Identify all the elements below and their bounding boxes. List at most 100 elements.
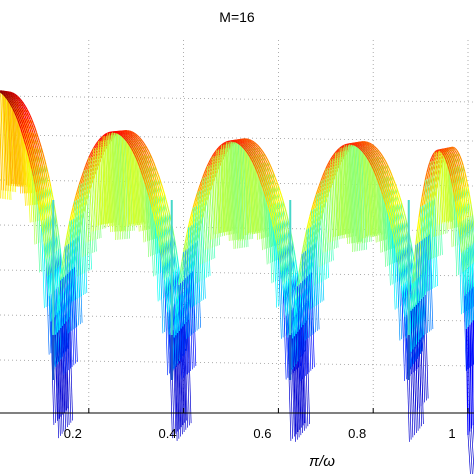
mesh-segment xyxy=(135,153,139,158)
mesh-segment xyxy=(367,145,370,149)
mesh-segment xyxy=(267,190,270,196)
mesh-segment xyxy=(130,133,133,136)
mesh-segment xyxy=(278,202,282,209)
mesh-segment xyxy=(444,148,447,151)
mesh-segment xyxy=(83,165,87,171)
mesh-segment xyxy=(274,181,277,187)
mesh-segment xyxy=(268,189,272,195)
mesh-segment xyxy=(5,92,8,95)
mesh-segment xyxy=(40,221,44,233)
mesh-segment xyxy=(436,149,439,152)
mesh-segment xyxy=(463,178,467,188)
mesh-segment xyxy=(285,297,289,314)
mesh-rib xyxy=(336,152,341,236)
mesh-rib xyxy=(191,225,196,306)
mesh-rib xyxy=(184,324,188,428)
mesh-rib xyxy=(251,156,256,234)
mesh-rib xyxy=(116,133,121,233)
mesh-segment xyxy=(450,150,454,155)
mesh-segment xyxy=(24,111,28,116)
mesh-segment xyxy=(44,219,48,231)
mesh-segment xyxy=(1,92,4,96)
mesh-rib xyxy=(417,302,422,407)
mesh-segment xyxy=(162,233,166,243)
mesh-rib xyxy=(10,92,15,192)
mesh-segment xyxy=(7,100,11,104)
mesh-segment xyxy=(465,196,469,207)
mesh-segment xyxy=(391,180,394,185)
mesh-segment xyxy=(256,161,259,166)
mesh-segment xyxy=(449,151,452,155)
mesh-segment xyxy=(303,236,306,245)
mesh-segment xyxy=(258,151,261,155)
mesh-segment xyxy=(394,188,398,194)
mesh-segment xyxy=(159,226,163,235)
mesh-segment xyxy=(80,174,84,180)
mesh-segment xyxy=(466,248,470,268)
mesh-segment xyxy=(399,261,403,273)
mesh-segment xyxy=(248,148,251,152)
mesh-segment xyxy=(40,166,43,174)
mesh-segment xyxy=(374,157,378,161)
mesh-rib xyxy=(150,200,154,277)
mesh-segment xyxy=(458,199,462,211)
mesh-segment xyxy=(23,123,27,129)
mesh-segment xyxy=(29,162,33,170)
mesh-segment xyxy=(136,147,139,151)
mesh-rib xyxy=(453,192,458,276)
mesh-segment xyxy=(157,190,160,197)
mesh-rib xyxy=(94,147,99,226)
mesh-segment xyxy=(266,162,270,167)
mesh-segment xyxy=(18,97,22,100)
mesh-segment xyxy=(213,153,216,157)
mesh-segment xyxy=(32,176,36,185)
mesh-segment xyxy=(382,169,386,174)
mesh-segment xyxy=(266,201,270,208)
surface-mesh xyxy=(0,90,474,474)
mesh-segment xyxy=(35,142,39,149)
mesh-segment xyxy=(144,145,148,149)
mesh-segment xyxy=(370,146,374,150)
mesh-segment xyxy=(17,119,20,125)
mesh-rib xyxy=(302,281,306,376)
mesh-segment xyxy=(457,152,461,157)
mesh-segment xyxy=(286,255,290,267)
mesh-rib xyxy=(341,151,346,235)
mesh-segment xyxy=(374,164,378,169)
mesh-rib xyxy=(32,148,36,222)
mesh-segment xyxy=(12,102,16,107)
mesh-segment xyxy=(440,150,444,154)
mesh-segment xyxy=(9,98,13,102)
mesh-segment xyxy=(247,139,250,142)
mesh-segment xyxy=(181,260,185,272)
mesh-rib xyxy=(419,242,423,337)
mesh-segment xyxy=(46,187,50,197)
mesh-segment xyxy=(129,145,132,149)
mesh-segment xyxy=(141,146,145,150)
mesh-rib xyxy=(14,108,19,187)
mesh-segment xyxy=(248,142,252,146)
mesh-segment xyxy=(43,245,47,260)
mesh-rib xyxy=(423,204,428,292)
mesh-segment xyxy=(26,149,30,157)
mesh-segment xyxy=(385,192,389,198)
mesh-segment xyxy=(208,161,212,166)
mesh-segment xyxy=(368,151,372,154)
mesh-segment xyxy=(386,209,390,217)
mesh-segment xyxy=(29,155,33,162)
mesh-segment xyxy=(456,149,459,153)
mesh-rib xyxy=(444,149,449,222)
mesh-segment xyxy=(24,108,28,113)
mesh-segment xyxy=(158,210,161,219)
mesh-rib xyxy=(17,119,22,194)
mesh-segment xyxy=(14,100,18,104)
mesh-segment xyxy=(34,132,37,138)
mesh-segment xyxy=(18,119,22,125)
mesh-rib xyxy=(355,144,360,244)
mesh-segment xyxy=(238,141,241,144)
mesh-segment xyxy=(410,282,414,311)
mesh-segment xyxy=(150,171,154,177)
mesh-segment xyxy=(33,148,37,155)
mesh-rib xyxy=(235,141,240,242)
mesh-segment xyxy=(237,142,240,145)
